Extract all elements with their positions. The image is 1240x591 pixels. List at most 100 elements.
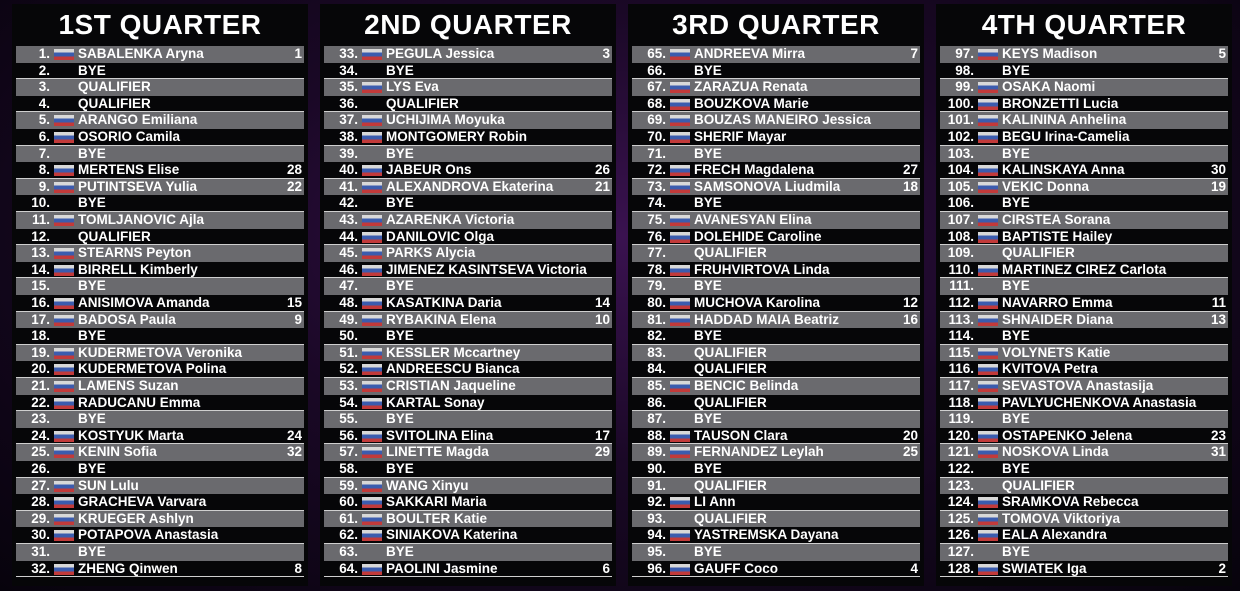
draw-number: 126.	[947, 527, 974, 543]
player-name: QUALIFIER	[78, 95, 151, 111]
player-name: KALININA Anhelina	[1002, 112, 1127, 128]
draw-row: 110. MARTINEZ CIREZ Carlota	[940, 262, 1228, 279]
flag-icon	[362, 314, 382, 326]
flag-icon	[54, 115, 74, 127]
draw-row: 116. KVITOVA Petra	[940, 361, 1228, 378]
flag-icon	[670, 381, 690, 392]
draw-row: 95. BYE	[632, 544, 920, 561]
flag-icon	[54, 513, 74, 525]
player-name: JABEUR Ons	[386, 162, 472, 178]
player-name: GAUFF Coco	[694, 560, 778, 576]
draw-row: 64. PAOLINI Jasmine 6	[324, 561, 612, 578]
flag-icon	[54, 397, 74, 409]
player-name: NAVARRO Emma	[1002, 295, 1113, 310]
player-name: STEARNS Peyton	[78, 245, 192, 261]
player-name: BYE	[694, 411, 722, 427]
player-name: QUALIFIER	[694, 245, 767, 261]
draw-number: 58.	[339, 461, 358, 476]
draw-number: 24.	[31, 427, 50, 443]
draw-row: 48. KASATKINA Daria 14	[324, 295, 612, 312]
player-name: BYE	[386, 145, 414, 161]
draw-number: 25.	[31, 444, 50, 460]
flag-icon	[978, 115, 998, 127]
seed-number: 28	[286, 162, 302, 178]
player-name: SAMSONOVA Liudmila	[694, 178, 841, 194]
flag-icon	[978, 298, 998, 309]
player-name: BYE	[1002, 461, 1030, 476]
quarter-title: 1ST QUARTER	[58, 9, 262, 40]
player-name: SRAMKOVA Rebecca	[1002, 494, 1139, 510]
player-name: BADOSA Paula	[78, 311, 176, 327]
draw-number: 62.	[339, 527, 358, 543]
flag-icon	[54, 364, 74, 376]
player-name: NOSKOVA Linda	[1002, 444, 1109, 460]
draw-row: 55. BYE	[324, 411, 612, 428]
player-name: MERTENS Elise	[78, 162, 180, 178]
draw-number: 51.	[339, 344, 358, 360]
draw-row: 63. BYE	[324, 544, 612, 561]
draw-number: 18.	[31, 328, 50, 344]
player-name: FRUHVIRTOVA Linda	[694, 261, 830, 277]
draw-row: 59. WANG Xinyu	[324, 477, 612, 495]
draw-row: 37. UCHIJIMA Moyuka	[324, 112, 612, 129]
player-name: OSORIO Camila	[78, 129, 181, 144]
draw-number: 75.	[647, 212, 666, 227]
draw-row: 56. SVITOLINA Elina 17	[324, 428, 612, 445]
draw-number: 53.	[339, 378, 358, 393]
draw-row: 118. PAVLYUCHENKOVA Anastasia	[940, 395, 1228, 412]
draw-number: 26.	[31, 461, 50, 476]
seed-number: 29	[594, 444, 610, 460]
draw-number: 99.	[955, 79, 974, 95]
draw-row: 125. TOMOVA Viktoriya	[940, 510, 1228, 528]
draw-number: 59.	[339, 477, 358, 493]
flag-icon	[54, 480, 74, 492]
draw-number: 30.	[31, 527, 50, 543]
flag-icon	[362, 447, 382, 459]
draw-number: 105.	[947, 178, 974, 194]
quarter-panel: 4TH QUARTER 97. KEYS Madison 5 98. BYE 99. OSAK…	[936, 4, 1232, 586]
flag-icon	[978, 430, 998, 442]
player-name: VEKIC Donna	[1002, 178, 1090, 194]
draw-row: 38. MONTGOMERY Robin	[324, 129, 612, 146]
draw-row: 65. ANDREEVA Mirra 7	[632, 46, 920, 63]
flag-icon	[54, 314, 74, 326]
flag-icon	[54, 430, 74, 442]
draw-number: 54.	[339, 394, 358, 410]
draw-row: 97. KEYS Madison 5	[940, 46, 1228, 63]
draw-number: 86.	[647, 394, 666, 410]
draw-row: 99. OSAKA Naomi	[940, 79, 1228, 96]
draw-row: 43. AZARENKA Victoria	[324, 212, 612, 229]
player-name: PARKS Alycia	[386, 245, 476, 261]
draw-number: 5.	[38, 112, 50, 128]
flag-icon	[54, 215, 74, 226]
draw-number: 11.	[31, 212, 50, 227]
draw-number: 81.	[647, 311, 666, 327]
draw-number: 95.	[647, 544, 666, 559]
draw-row: 98. BYE	[940, 63, 1228, 80]
draw-row: 101. KALININA Anhelina	[940, 112, 1228, 129]
draw-row: 29. KRUEGER Ashlyn	[16, 510, 304, 528]
flag-icon	[978, 314, 998, 326]
flag-icon	[54, 132, 74, 143]
draw-row: 58. BYE	[324, 461, 612, 478]
seed-number: 10	[594, 311, 610, 327]
player-name: AZARENKA Victoria	[386, 212, 515, 227]
draw-number: 125.	[947, 510, 974, 526]
seed-number: 12	[902, 295, 918, 310]
player-name: BYE	[78, 411, 106, 427]
player-name: BYE	[386, 195, 414, 211]
draw-row: 128. SWIATEK Iga 2	[940, 561, 1228, 578]
player-name: BYE	[78, 145, 106, 161]
flag-icon	[54, 165, 74, 177]
player-name: ALEXANDROVA Ekaterina	[386, 178, 554, 194]
draw-number: 98.	[955, 62, 974, 78]
draw-row: 96. GAUFF Coco 4	[632, 561, 920, 578]
draw-row: 79. BYE	[632, 278, 920, 295]
player-name: DOLEHIDE Caroline	[694, 228, 822, 244]
flag-icon	[362, 347, 382, 359]
draw-row: 22. RADUCANU Emma	[16, 395, 304, 412]
flag-icon	[54, 530, 74, 542]
player-name: BIRRELL Kimberly	[78, 261, 198, 277]
player-name: YASTREMSKA Dayana	[694, 527, 839, 543]
draw-number: 43.	[339, 212, 358, 227]
